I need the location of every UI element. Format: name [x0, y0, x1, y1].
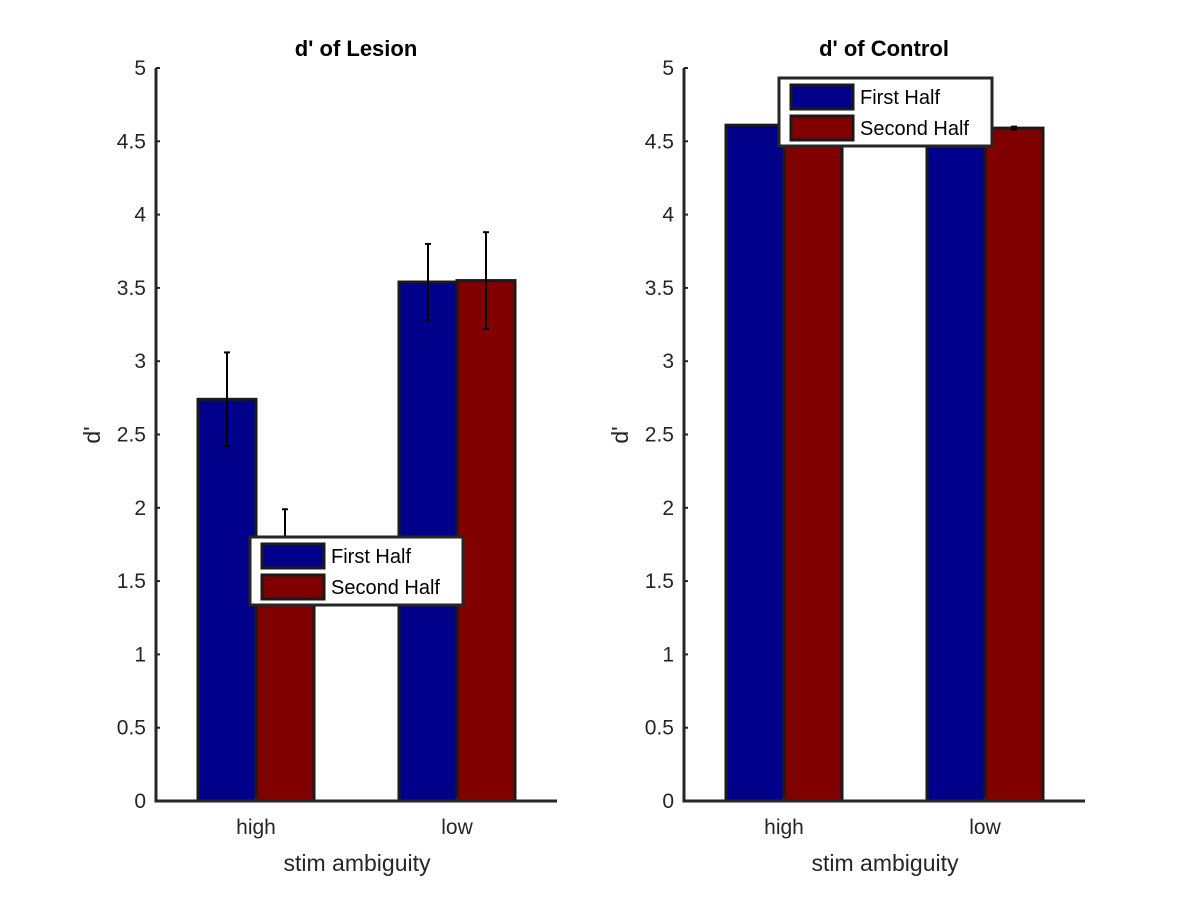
y-tick-label: 4 — [662, 204, 674, 227]
error-bar — [483, 231, 489, 330]
legend-swatch — [789, 83, 855, 111]
y-tick-labels: 0 0.5 1 1.5 2 2.5 3 3.5 4 4.5 5 — [645, 57, 675, 813]
y-tick-label: 0 — [134, 790, 146, 813]
bar — [455, 279, 517, 803]
error-bars — [1011, 125, 1017, 131]
bar — [782, 123, 844, 803]
y-tick-label: 5 — [662, 57, 674, 80]
y-axis-label: d' — [79, 426, 105, 443]
x-tick-labels: high low — [236, 816, 473, 839]
y-tick-label: 0.5 — [117, 717, 146, 740]
y-tick-label: 2 — [134, 497, 146, 520]
y-tick-label: 1.5 — [645, 570, 674, 593]
x-tick-label: low — [969, 816, 1001, 839]
legend-entry-label: Second Half — [331, 577, 440, 599]
y-tick-label: 5 — [134, 57, 146, 80]
legend-swatch — [260, 573, 326, 601]
error-bar — [425, 242, 431, 322]
legend-swatch — [789, 114, 855, 142]
legend-swatch — [260, 542, 326, 570]
legend-entry-label: First Half — [331, 546, 411, 568]
bar — [724, 123, 786, 803]
x-tick-labels: high low — [764, 816, 1001, 839]
y-tick-label: 0.5 — [645, 717, 674, 740]
control-chart-panel: d' of Control stim ambiguity d' 0 0.5 1 1.5… — [607, 36, 1085, 876]
bar — [983, 126, 1045, 803]
x-axis-label: stim ambiguity — [284, 850, 431, 876]
y-tick-label: 3.5 — [645, 277, 674, 300]
y-tick-label: 3 — [662, 350, 674, 373]
y-tick-label: 1.5 — [117, 570, 146, 593]
legend: First Half Second Half — [777, 76, 994, 148]
legend: First Half Second Half — [248, 535, 465, 607]
bar — [925, 126, 987, 803]
lesion-chart-panel: d' of Lesion stim ambiguity d' 0 0.5 1 1.5 2… — [79, 36, 557, 876]
legend-entry-label: Second Half — [860, 118, 969, 140]
error-bar — [1011, 125, 1017, 131]
y-tick-label: 2.5 — [117, 424, 146, 447]
bars — [724, 123, 1045, 803]
chart-title: d' of Control — [819, 36, 949, 61]
y-tick-label: 4.5 — [117, 130, 146, 153]
error-bar — [224, 351, 230, 448]
bar — [196, 397, 258, 803]
chart-title: d' of Lesion — [295, 36, 418, 61]
axes — [154, 67, 557, 803]
y-tick-label: 0 — [662, 790, 674, 813]
x-tick-label: high — [764, 816, 804, 839]
y-tick-label: 2.5 — [645, 424, 674, 447]
x-axis-label: stim ambiguity — [812, 850, 959, 876]
y-tick-label: 4.5 — [645, 130, 674, 153]
y-tick-label: 4 — [134, 204, 146, 227]
x-tick-label: high — [236, 816, 276, 839]
y-axis-label: d' — [607, 426, 633, 443]
y-tick-label: 2 — [662, 497, 674, 520]
legend-entry-label: First Half — [860, 87, 940, 109]
axes — [682, 67, 1085, 803]
y-tick-label: 3.5 — [117, 277, 146, 300]
y-tick-label: 3 — [134, 350, 146, 373]
y-tick-label: 1 — [662, 643, 674, 666]
y-tick-label: 1 — [134, 643, 146, 666]
y-tick-labels: 0 0.5 1 1.5 2 2.5 3 3.5 4 4.5 5 — [117, 57, 147, 813]
x-tick-label: low — [441, 816, 473, 839]
